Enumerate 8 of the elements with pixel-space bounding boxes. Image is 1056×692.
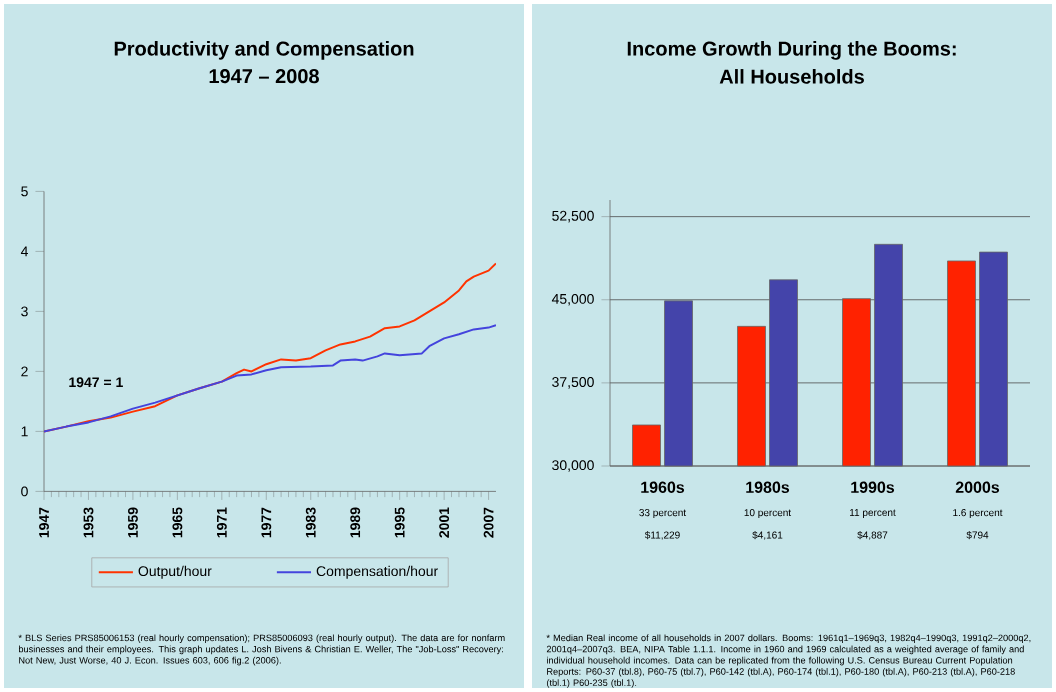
- x-tick-label: 1990s: [851, 481, 895, 493]
- x-tick-label: 2000s: [955, 481, 1000, 493]
- x-tick-label: 1980s: [746, 481, 790, 493]
- x-tick-label: 1960s: [641, 481, 685, 493]
- chart-title: Productivity and Compensation: [114, 41, 414, 60]
- chart-title: Income Growth During the Booms:: [627, 41, 956, 60]
- chart-subtitle: All Households: [719, 69, 864, 84]
- chart-subtitle: 1947 – 2008: [209, 69, 319, 84]
